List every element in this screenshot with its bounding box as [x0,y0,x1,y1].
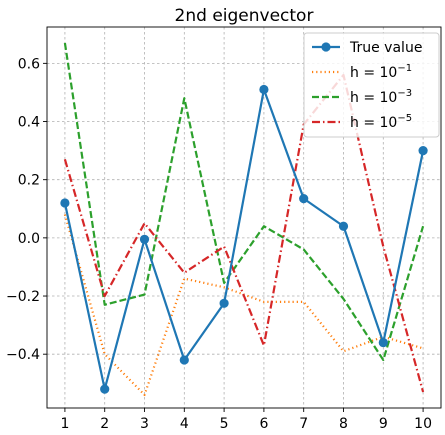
legend-marker [321,42,331,52]
data-point [418,146,428,156]
x-tick-label: 10 [414,416,432,432]
data-point [100,384,110,394]
legend-box [303,32,440,138]
plot-frame [46,26,442,409]
data-point [299,193,309,204]
series-line-2 [63,42,425,362]
x-tick-label: 7 [299,416,308,432]
x-tick-label: 3 [140,416,149,432]
series-group [60,42,428,397]
legend-label: h = 10−1 [350,63,412,81]
data-point [378,337,388,348]
data-point [60,198,70,208]
data-point [219,298,229,308]
data-point [139,234,150,244]
y-axis: −0.4 −0.2 0.0 0.2 0.4 0.6 [6,56,47,363]
data-point [338,221,349,231]
data-point [259,84,269,95]
x-tick-label: 8 [339,416,348,432]
series-line-3 [63,73,425,393]
chart-title: 2nd eigenvector [175,6,314,26]
y-tick-label: −0.2 [6,289,40,305]
data-point [179,355,189,365]
grid [47,27,441,408]
y-tick-label: 0.6 [18,56,40,72]
x-axis: 1 2 3 4 5 6 7 8 9 10 [60,408,432,432]
legend: True value h = 10−1 h = 10−3 h = 10−5 [303,32,440,138]
x-tick-label: 2 [100,416,109,432]
legend-label: h = 10−5 [350,113,412,131]
x-tick-label: 6 [259,416,268,432]
legend-label: True value [349,40,422,56]
x-tick-label: 4 [180,416,189,432]
x-tick-label: 1 [60,416,69,432]
legend-label: h = 10−3 [350,88,412,106]
y-tick-label: 0.0 [18,231,40,247]
series-line-0 [63,88,425,391]
y-tick-label: −0.4 [6,347,40,363]
y-tick-label: 0.4 [18,115,40,131]
y-tick-label: 0.2 [18,173,40,189]
x-tick-label: 9 [379,416,388,432]
x-tick-label: 5 [220,416,229,432]
